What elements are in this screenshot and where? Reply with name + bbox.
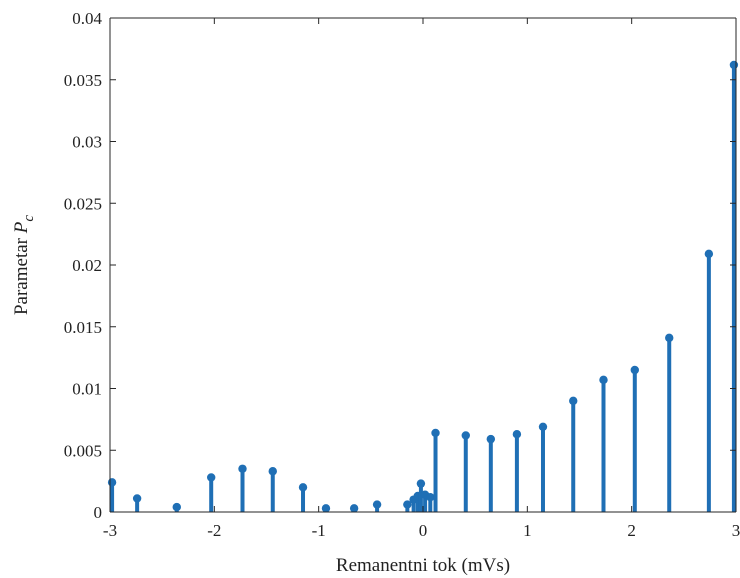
y-axis-label-sub: c bbox=[21, 215, 37, 222]
x-tick-label: 0 bbox=[419, 521, 428, 540]
stem-marker bbox=[729, 60, 739, 70]
x-tick-label: 1 bbox=[523, 521, 532, 540]
stem bbox=[704, 249, 714, 512]
stem bbox=[599, 375, 608, 512]
x-tick-label: 3 bbox=[732, 521, 740, 540]
y-axis-label: Parametar Pc bbox=[11, 215, 37, 315]
x-tick-label: -2 bbox=[207, 521, 221, 540]
y-axis-label-var: P bbox=[11, 221, 32, 234]
y-tick-label: 0.025 bbox=[64, 194, 102, 213]
y-axis-label-prefix: Parametar bbox=[11, 233, 32, 315]
stem-marker bbox=[172, 502, 181, 512]
y-tick-label: 0.04 bbox=[72, 9, 102, 28]
stem-marker bbox=[298, 483, 308, 492]
y-tick-label: 0.02 bbox=[72, 256, 102, 275]
stem-marker bbox=[704, 249, 714, 259]
x-tick-label: -1 bbox=[312, 521, 326, 540]
y-tick-label: 0.015 bbox=[64, 318, 102, 337]
y-tick-label: 0.035 bbox=[64, 71, 102, 90]
x-tick-label: 2 bbox=[627, 521, 636, 540]
stem-marker bbox=[416, 479, 426, 488]
stem-marker bbox=[238, 464, 247, 473]
stem-marker bbox=[321, 504, 331, 513]
stem bbox=[416, 479, 426, 512]
stem bbox=[268, 467, 277, 512]
stem-marker bbox=[431, 428, 440, 438]
stem bbox=[486, 434, 496, 512]
stem-marker bbox=[461, 431, 470, 440]
stem-marker bbox=[403, 500, 412, 509]
stem bbox=[461, 431, 470, 512]
stems-group bbox=[107, 60, 739, 513]
stem-marker bbox=[207, 473, 216, 482]
stem bbox=[431, 428, 440, 512]
x-axis-label: Remanentni tok (mVs) bbox=[336, 555, 510, 576]
stem bbox=[665, 333, 674, 512]
stem bbox=[538, 422, 548, 512]
stem-marker bbox=[599, 375, 608, 385]
plot-area bbox=[110, 18, 736, 512]
stem bbox=[298, 483, 308, 512]
stem bbox=[207, 473, 216, 512]
y-tick-label: 0.03 bbox=[72, 133, 102, 152]
y-tick-label: 0.005 bbox=[64, 441, 102, 460]
stem-marker bbox=[132, 494, 142, 503]
stem-marker bbox=[538, 422, 548, 431]
y-tick-label: 0.01 bbox=[72, 380, 102, 399]
stem-marker bbox=[486, 434, 496, 444]
stem-marker bbox=[512, 429, 522, 439]
stem bbox=[132, 494, 142, 512]
stem bbox=[512, 429, 522, 512]
stem bbox=[372, 500, 382, 512]
stem-marker bbox=[372, 500, 382, 509]
stem bbox=[403, 500, 412, 512]
stem-marker bbox=[569, 396, 578, 406]
stem bbox=[426, 492, 435, 512]
stem bbox=[238, 464, 247, 512]
stem-marker bbox=[268, 467, 277, 476]
stem bbox=[349, 504, 359, 513]
stem-marker bbox=[107, 478, 117, 487]
ticks-group: -3 -2 -1 0 1 2 3 0 0.005 0.01 0.015 0.02 0.025 0.03 0.… bbox=[64, 9, 740, 540]
y-tick-label: 0 bbox=[94, 503, 103, 522]
stem bbox=[630, 365, 639, 512]
stem-marker bbox=[426, 492, 435, 502]
stem bbox=[172, 502, 181, 512]
stem bbox=[569, 396, 578, 512]
x-tick-label: -3 bbox=[103, 521, 117, 540]
stem-marker bbox=[630, 365, 639, 375]
stem-marker bbox=[349, 504, 359, 513]
stem-marker bbox=[665, 333, 674, 343]
stem bbox=[321, 504, 331, 513]
